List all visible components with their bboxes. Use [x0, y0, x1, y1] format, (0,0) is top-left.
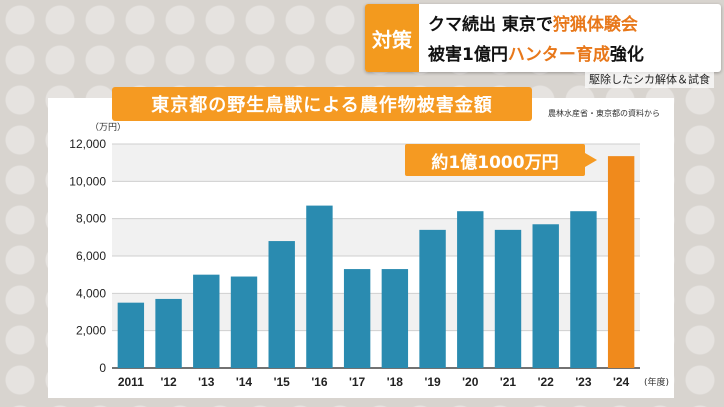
bar	[306, 205, 333, 368]
subcaption: 駆除したシカ解体＆試食	[585, 70, 714, 88]
chart-source: 農林水産省・東京都の資料から	[548, 109, 660, 118]
x-tick-label: '24	[613, 375, 630, 389]
grid-band	[112, 293, 640, 331]
y-tick-label: 12,000	[69, 137, 106, 151]
chart-title: 東京都の野生鳥獣による農作物被害金額	[112, 87, 532, 121]
bar	[457, 211, 484, 368]
headline-line-1-highlight: 狩猟体験会	[552, 15, 638, 35]
annotation-arrow-icon	[585, 153, 597, 167]
y-tick-label: 8,000	[76, 212, 106, 226]
bar	[117, 302, 145, 368]
y-tick-label: 2,000	[76, 324, 106, 338]
bar	[419, 229, 446, 368]
headline-line-1: クマ続出 東京で狩猟体験会	[428, 10, 638, 35]
bar	[343, 269, 371, 368]
headline-line-2-highlight: ハンター育成	[507, 45, 610, 65]
bar	[494, 229, 522, 368]
y-tick-label: 4,000	[76, 286, 106, 300]
chart-annotation: 約1億1000万円	[405, 144, 585, 176]
x-tick-label: '21	[500, 375, 517, 389]
x-tick-label: '15	[274, 375, 291, 389]
headline-line-2-suffix: 強化	[609, 45, 644, 65]
bar	[230, 276, 258, 368]
headline-box	[365, 4, 721, 72]
x-tick-label: '13	[198, 375, 215, 389]
x-tick-label: '17	[349, 375, 366, 389]
bar	[381, 269, 409, 368]
bar	[532, 224, 559, 368]
headline-line-2: 被害1億円ハンター育成強化	[428, 40, 644, 65]
bar	[268, 241, 295, 368]
x-tick-label: '18	[387, 375, 404, 389]
x-axis-unit: (年度)	[644, 376, 669, 388]
headline-line-1-text: クマ続出 東京で	[428, 15, 553, 35]
x-tick-label: '20	[462, 375, 479, 389]
x-tick-label: '19	[424, 375, 441, 389]
x-tick-label: '22	[538, 375, 555, 389]
y-axis-unit: （万円）	[90, 123, 127, 133]
bar-highlight	[607, 156, 635, 368]
y-tick-label: 0	[99, 361, 106, 375]
x-tick-label: '23	[575, 375, 592, 389]
x-tick-label: '16	[311, 375, 328, 389]
bar	[193, 274, 220, 368]
headline-tag: 対策	[365, 4, 419, 72]
bar	[570, 211, 597, 368]
bar	[155, 298, 182, 368]
x-tick-label: '12	[160, 375, 177, 389]
headline-line-2-text: 被害1億円	[428, 45, 508, 65]
y-tick-label: 6,000	[76, 249, 106, 263]
x-tick-label: 2011	[118, 375, 144, 389]
grid-band	[112, 218, 640, 256]
x-tick-label: '14	[236, 375, 253, 389]
y-tick-label: 10,000	[69, 174, 106, 188]
